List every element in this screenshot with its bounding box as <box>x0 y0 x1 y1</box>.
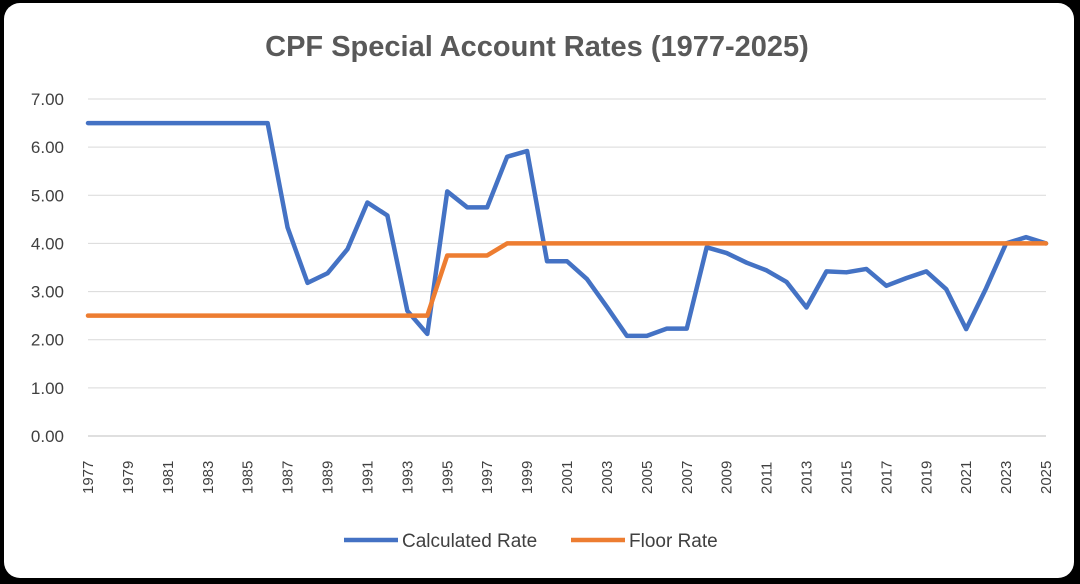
x-tick-label: 2005 <box>639 461 656 494</box>
gridlines <box>88 98 1046 437</box>
y-tick-label: 4.00 <box>31 234 64 253</box>
x-tick-label: 1985 <box>240 461 257 494</box>
y-tick-label: 5.00 <box>31 186 64 205</box>
x-tick-label: 2019 <box>918 461 935 494</box>
x-tick-label: 1995 <box>439 461 456 494</box>
chart-title: CPF Special Account Rates (1977-2025) <box>265 31 809 63</box>
legend: Calculated Rate Floor Rate <box>344 531 718 552</box>
x-tick-label: 1991 <box>359 461 376 494</box>
x-axis-ticks: 1977 1979 1981 1983 1985 1987 1989 1991 1993 1995… <box>80 461 1055 494</box>
x-tick-label: 2023 <box>998 461 1015 494</box>
floor-rate-line <box>85 241 1049 318</box>
legend-label-calculated-rate: Calculated Rate <box>402 531 537 552</box>
x-tick-label: 2001 <box>559 461 576 494</box>
x-tick-label: 1979 <box>120 461 137 494</box>
y-tick-label: 2.00 <box>31 331 64 350</box>
x-tick-label: 2003 <box>599 461 616 494</box>
x-tick-label: 2013 <box>799 461 816 494</box>
y-tick-label: 7.00 <box>31 90 64 109</box>
x-tick-label: 2015 <box>838 461 855 494</box>
x-tick-label: 2011 <box>759 462 776 494</box>
x-tick-label: 1999 <box>519 461 536 494</box>
x-tick-label: 2009 <box>719 461 736 494</box>
calculated-rate-line <box>85 120 1049 339</box>
y-tick-label: 0.00 <box>31 427 64 446</box>
x-tick-label: 2007 <box>679 461 696 494</box>
y-tick-label: 6.00 <box>31 138 64 157</box>
x-tick-label: 2025 <box>1038 461 1055 494</box>
x-tick-label: 1989 <box>320 461 337 494</box>
y-axis-ticks: 0.00 1.00 2.00 3.00 4.00 5.00 6.00 7.00 <box>31 90 64 446</box>
x-tick-label: 1993 <box>399 461 416 494</box>
x-tick-label: 1987 <box>280 461 297 494</box>
legend-label-floor-rate: Floor Rate <box>629 531 718 552</box>
x-tick-label: 2017 <box>878 461 895 494</box>
chart-frame: CPF Special Account Rates (1977-2025) 0.… <box>4 3 1074 578</box>
x-tick-label: 1977 <box>80 461 97 494</box>
y-tick-label: 3.00 <box>31 283 64 302</box>
x-tick-label: 1981 <box>160 461 177 494</box>
x-tick-label: 1983 <box>200 461 217 494</box>
series-lines <box>85 120 1049 339</box>
y-tick-label: 1.00 <box>31 379 64 398</box>
x-tick-label: 2021 <box>958 461 975 494</box>
x-tick-label: 1997 <box>479 461 496 494</box>
line-chart: CPF Special Account Rates (1977-2025) 0.… <box>31 31 1055 552</box>
